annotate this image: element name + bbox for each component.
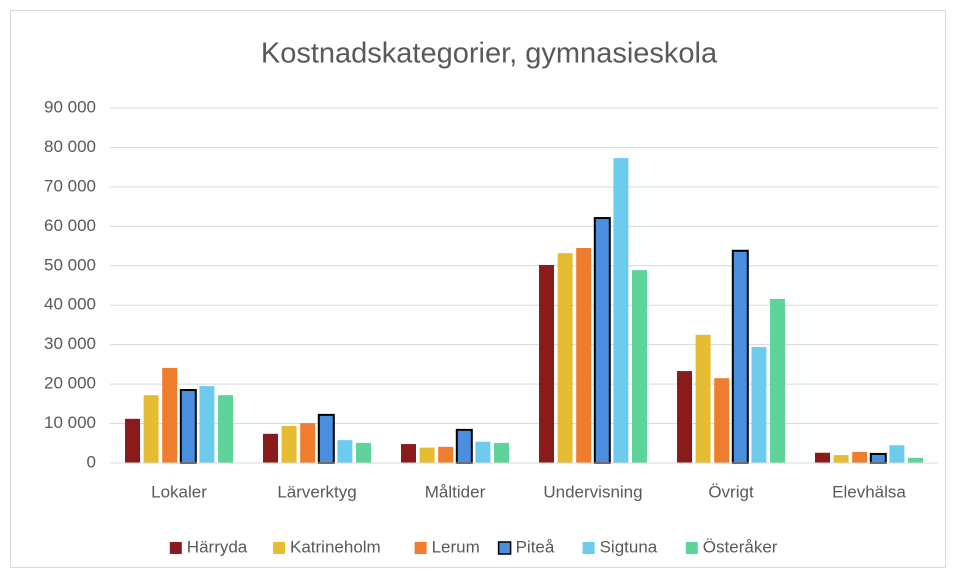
bar — [401, 444, 416, 463]
y-tick-label: 30 000 — [44, 334, 96, 353]
x-tick-label: Måltider — [425, 482, 486, 501]
legend-swatch — [273, 542, 285, 554]
bar — [852, 451, 868, 463]
bar — [199, 386, 215, 463]
bar — [751, 347, 767, 463]
x-tick-label: Undervisning — [543, 482, 642, 501]
bar — [593, 217, 611, 464]
bar — [494, 442, 509, 463]
bar — [677, 371, 692, 463]
bar — [475, 441, 491, 463]
legend-label: Österåker — [703, 537, 778, 556]
legend-swatch — [169, 542, 182, 554]
bar — [908, 457, 923, 463]
legend-label: Sigtuna — [600, 537, 658, 556]
y-tick-label: 20 000 — [44, 374, 96, 393]
legend-swatch — [497, 541, 512, 555]
bar — [455, 428, 473, 465]
y-tick-label: 80 000 — [44, 137, 96, 156]
bar — [300, 423, 316, 463]
bar — [539, 264, 554, 463]
y-tick-label: 70 000 — [44, 176, 96, 195]
bar — [143, 395, 159, 463]
bar — [419, 447, 435, 463]
y-tick-label: 40 000 — [44, 295, 96, 314]
legend-swatch — [685, 542, 698, 554]
bar — [317, 413, 335, 464]
y-tick-label: 10 000 — [44, 413, 96, 432]
bar — [263, 433, 278, 463]
y-tick-label: 0 — [87, 452, 96, 471]
x-tick-label: Övrigt — [708, 482, 754, 501]
bar — [218, 395, 233, 463]
x-tick-label: Elevhälsa — [832, 482, 906, 501]
chart-title: Kostnadskategorier, gymnasieskola — [261, 38, 718, 70]
bar — [632, 270, 647, 463]
bar — [613, 158, 629, 463]
bar — [714, 378, 730, 463]
bar — [125, 418, 140, 463]
y-tick-label: 90 000 — [44, 97, 96, 116]
x-tick-label: Lärverktyg — [277, 482, 356, 501]
legend-swatch — [582, 542, 595, 554]
bar — [356, 442, 371, 463]
bar — [281, 425, 297, 463]
bar — [815, 452, 830, 463]
bar — [438, 446, 454, 463]
bar — [337, 440, 353, 463]
bar — [695, 334, 711, 463]
chart-border — [10, 10, 946, 568]
legend-label: Piteå — [516, 537, 555, 556]
bar — [770, 298, 785, 463]
y-tick-label: 60 000 — [44, 216, 96, 235]
legend-label: Lerum — [432, 537, 480, 556]
bar — [162, 367, 178, 463]
x-tick-label: Lokaler — [151, 482, 207, 501]
bar — [576, 248, 592, 463]
legend-label: Katrineholm — [290, 537, 381, 556]
bar — [731, 249, 749, 464]
bar — [557, 253, 573, 463]
legend-label: Härryda — [187, 537, 248, 556]
bar — [179, 389, 197, 464]
bar — [869, 452, 887, 464]
bar — [889, 445, 905, 463]
y-tick-label: 50 000 — [44, 255, 96, 274]
legend-swatch — [414, 542, 427, 554]
bar — [833, 455, 849, 463]
